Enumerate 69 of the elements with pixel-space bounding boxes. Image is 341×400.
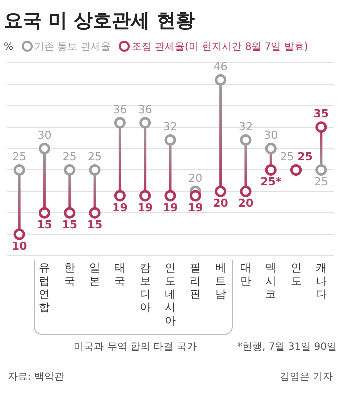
legend-label: 기존 통보 관세율	[34, 41, 111, 54]
point	[64, 207, 76, 219]
point	[38, 207, 50, 219]
data-label: 32	[164, 120, 178, 134]
point	[240, 134, 252, 146]
data-label: 25	[62, 150, 77, 164]
data-label: 15	[62, 218, 78, 232]
point	[215, 186, 227, 198]
data-label: 25	[298, 150, 313, 164]
x-tick-label: 베트남	[215, 262, 226, 302]
data-label: 15	[37, 218, 52, 232]
point	[114, 190, 126, 202]
point	[215, 74, 227, 86]
data-label: 25	[314, 176, 328, 189]
text: 김영은 기자	[280, 371, 333, 384]
point	[89, 164, 101, 176]
data-label: 20	[213, 197, 229, 210]
point	[14, 228, 26, 240]
point	[265, 143, 277, 155]
data-label: 30	[38, 129, 52, 142]
text: 미국과 무역 합의 타결 국가	[74, 341, 197, 354]
point	[164, 190, 176, 202]
data-label: 10	[12, 240, 28, 253]
x-tick-label: 캐나다	[316, 262, 327, 302]
point	[38, 143, 50, 155]
data-label: 30	[264, 129, 278, 142]
x-tick-label: 태국	[114, 262, 126, 288]
point	[265, 164, 277, 176]
chart-title: 요국 미 상호관세 현황	[4, 9, 195, 34]
point	[89, 207, 101, 219]
point	[316, 122, 328, 134]
data-label: 46	[214, 60, 228, 74]
point	[190, 190, 202, 202]
x-tick-label: 캄보디아	[140, 262, 151, 314]
x-tick-label: 유럽연합	[39, 262, 50, 314]
point	[140, 190, 152, 202]
data-label: 15	[87, 218, 103, 232]
point	[14, 164, 26, 176]
data-label: 20	[188, 172, 203, 186]
x-tick-label: 인도	[290, 262, 302, 288]
point	[240, 186, 252, 198]
text: %	[4, 42, 14, 52]
legend-label: 조정 관세율(미 현지시간 8월 7일 발효)	[130, 41, 308, 54]
x-tick-label: 대만	[240, 262, 252, 288]
x-tick-label: 인도네시아	[165, 262, 176, 328]
text: *현행, 7월 31일 90일	[237, 341, 337, 354]
data-label: 25	[12, 150, 27, 164]
x-tick-label: 필리핀	[190, 262, 202, 302]
data-label: 19	[138, 201, 153, 214]
x-tick-label: 한국	[64, 262, 76, 288]
x-tick-label: 멕시코	[266, 262, 277, 302]
point	[164, 134, 176, 146]
point	[64, 164, 76, 176]
data-label: 36	[113, 103, 128, 116]
data-label: 20	[238, 197, 254, 210]
point	[140, 117, 152, 129]
data-label: 25	[88, 150, 102, 164]
data-label: 19	[162, 201, 178, 214]
data-label: 19	[112, 201, 128, 214]
data-label: 19	[188, 201, 204, 214]
data-label: 25*	[260, 176, 282, 189]
x-tick-label: 일본	[90, 262, 101, 288]
point	[316, 164, 328, 176]
data-label: 25	[280, 150, 294, 164]
data-label: 32	[238, 120, 253, 134]
data-label: 36	[138, 103, 152, 116]
point	[114, 117, 126, 129]
data-label: 35	[314, 108, 330, 121]
text: 자료: 백악관	[8, 371, 65, 384]
